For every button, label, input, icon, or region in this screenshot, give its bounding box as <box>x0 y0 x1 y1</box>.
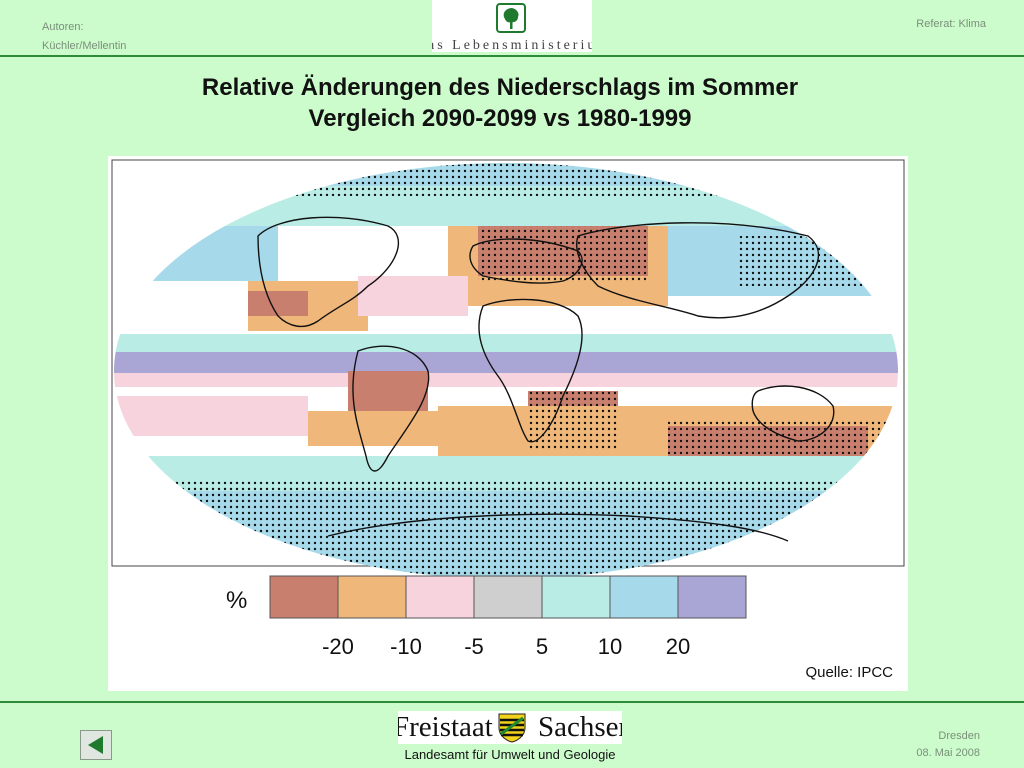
logo-word-right: Sachsen <box>538 711 622 743</box>
legend-ticks: -20 -10 -5 5 10 20 <box>322 634 690 659</box>
legend-swatches <box>269 575 747 619</box>
legend-tick-label: -10 <box>390 634 422 659</box>
lebensministerium-logo: as Lebensministerium <box>432 0 592 52</box>
precipitation-map: % -20 -10 -5 5 10 20 <box>111 159 905 659</box>
authors-label: Autoren: <box>42 21 84 33</box>
arrow-left-icon <box>88 736 103 754</box>
legend-swatch <box>677 575 747 619</box>
legend-tick-label: 5 <box>536 634 548 659</box>
title-line-1: Relative Änderungen des Niederschlags im… <box>201 74 799 101</box>
legend-swatch <box>337 575 407 619</box>
source-credit: Quelle: IPCC <box>805 664 893 681</box>
footer-divider <box>0 701 1024 703</box>
tree-icon <box>496 3 526 33</box>
header-divider <box>0 55 1024 57</box>
legend-tick-label: 10 <box>598 634 622 659</box>
footer-city: Dresden <box>938 730 980 742</box>
legend-tick-label: -20 <box>322 634 354 659</box>
authors-names: Küchler/Mellentin <box>42 40 127 52</box>
saxony-crest-icon <box>498 713 526 743</box>
legend-swatch <box>609 575 679 619</box>
footer-date: 08. Mai 2008 <box>916 747 980 759</box>
freistaat-sachsen-logo: Freistaat Sachsen <box>398 711 622 744</box>
title-line-2: Vergleich 2090-2099 vs 1980-1999 <box>308 105 692 132</box>
legend-tick-label: -5 <box>464 634 484 659</box>
legend-swatch <box>541 575 611 619</box>
logo-text: as Lebensministerium <box>432 38 592 52</box>
authors-block: Autoren: Küchler/Mellentin <box>42 18 126 56</box>
coastlines <box>257 216 835 542</box>
legend-swatch <box>473 575 543 619</box>
footer-subtitle: Landesamt für Umwelt und Geologie <box>404 747 616 762</box>
precipitation-figure: % -20 -10 -5 5 10 20 Quelle: IPCC <box>108 156 908 691</box>
legend-swatch <box>405 575 475 619</box>
page-title: Relative Änderungen des Niederschlags im… <box>0 72 1000 134</box>
legend-tick-label: 20 <box>666 634 690 659</box>
logo-word-left: Freistaat <box>398 711 493 743</box>
legend-swatch <box>269 575 339 619</box>
previous-slide-button[interactable] <box>80 730 112 760</box>
legend-unit: % <box>226 587 247 614</box>
topic-label: Referat: Klima <box>916 18 986 30</box>
footer-place-date: Dresden 08. Mai 2008 <box>916 728 980 762</box>
